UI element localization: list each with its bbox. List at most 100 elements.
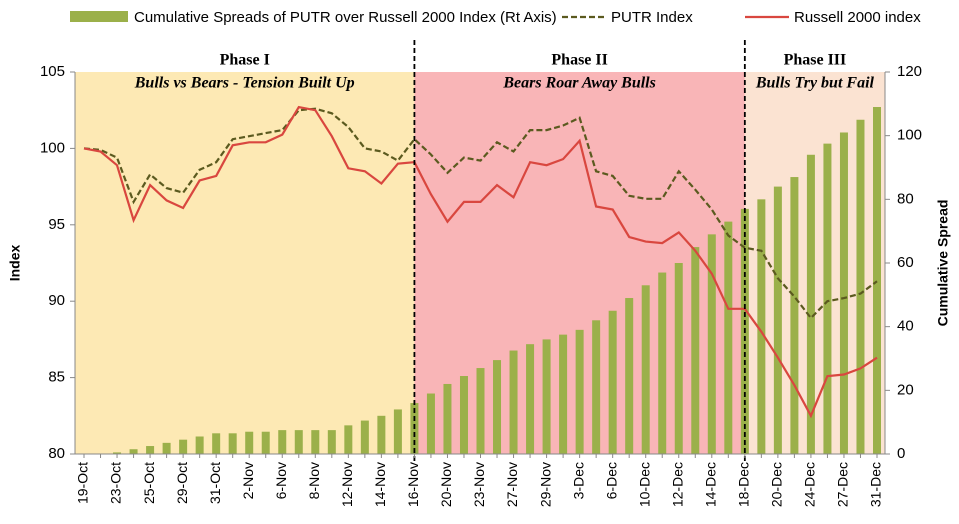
y-tick-label: 80	[48, 445, 65, 462]
bar	[493, 360, 502, 454]
x-tick-label: 23-Nov	[471, 462, 487, 507]
x-tick-label: 12-Dec	[669, 462, 685, 507]
bar	[311, 430, 320, 454]
bar	[476, 368, 485, 454]
phase-title: Phase III	[784, 52, 847, 69]
y2-tick-label: 0	[897, 445, 905, 462]
x-tick-label: 18-Dec	[736, 462, 752, 507]
legend-label: Cumulative Spreads of PUTR over Russell …	[134, 9, 557, 26]
x-tick-label: 6-Nov	[273, 462, 289, 499]
bar	[278, 430, 287, 454]
line-series	[83, 107, 878, 320]
bar	[542, 339, 551, 454]
bar	[426, 393, 435, 454]
bar	[856, 119, 865, 454]
bar	[459, 376, 468, 454]
y2-tick-label: 20	[897, 381, 914, 398]
y2-tick-label: 80	[897, 190, 914, 207]
x-tick-label: 8-Nov	[306, 462, 322, 499]
x-tick-label: 29-Nov	[537, 462, 553, 507]
bar	[179, 439, 188, 454]
y2-tick-label: 40	[897, 318, 914, 335]
x-tick-label: 27-Dec	[835, 462, 851, 507]
bar	[608, 310, 617, 454]
bar	[773, 186, 782, 454]
bar	[327, 430, 336, 454]
bar	[195, 436, 204, 454]
bar	[641, 285, 650, 454]
bar	[707, 234, 716, 454]
bar	[674, 263, 683, 454]
legend-swatch	[70, 11, 128, 22]
bar	[625, 298, 634, 454]
y2-tick-label: 100	[897, 127, 922, 144]
bar	[839, 132, 848, 454]
bar	[873, 107, 881, 455]
bar	[228, 433, 237, 454]
bar	[393, 409, 402, 454]
x-tick-label: 20-Dec	[769, 462, 785, 507]
x-tick-label: 27-Nov	[504, 462, 520, 507]
legend-item: Cumulative Spreads of PUTR over Russell …	[70, 9, 557, 26]
bar	[261, 431, 270, 454]
x-tick-label: 31-Oct	[207, 462, 223, 504]
x-tick-label: 24-Dec	[802, 462, 818, 507]
bar	[724, 221, 733, 454]
bar	[113, 452, 122, 454]
bar	[360, 420, 369, 454]
y-tick-label: 100	[40, 139, 65, 156]
legend-item: PUTR Index	[562, 9, 693, 26]
x-tick-label: 16-Nov	[405, 462, 421, 507]
x-tick-label: 31-Dec	[868, 462, 884, 507]
bar	[162, 442, 171, 454]
bar	[344, 425, 353, 454]
y-tick-label: 90	[48, 292, 65, 309]
phase-subtitle: Bears Roar Away Bulls	[502, 75, 655, 92]
y2-axis-label: Cumulative Spread	[935, 200, 951, 327]
bar	[294, 430, 303, 454]
bar	[757, 199, 766, 454]
y-tick-label: 95	[48, 216, 65, 233]
x-tick-label: 14-Nov	[372, 462, 388, 507]
bar	[212, 433, 221, 454]
bar	[245, 431, 254, 454]
legend-item: Russell 2000 index	[745, 9, 921, 26]
bar	[790, 177, 799, 455]
x-tick-label: 23-Oct	[108, 462, 124, 504]
x-tick-label: 14-Dec	[702, 462, 718, 507]
x-tick-label: 6-Dec	[603, 462, 619, 499]
bar	[691, 247, 700, 454]
bar	[146, 446, 155, 454]
phase-subtitle: Bulls vs Bears - Tension Built Up	[134, 75, 355, 92]
bar	[592, 320, 601, 454]
phase-title: Phase I	[220, 52, 270, 69]
bar	[823, 143, 832, 454]
bar	[806, 154, 815, 454]
y-tick-label: 105	[40, 63, 65, 80]
phase-background	[75, 72, 415, 454]
legend-label: Russell 2000 index	[794, 9, 921, 26]
bar	[509, 350, 518, 454]
x-tick-label: 2-Nov	[240, 462, 256, 499]
x-tick-label: 12-Nov	[339, 462, 355, 507]
phase-subtitle: Bulls Try but Fail	[755, 75, 875, 92]
x-tick-label: 3-Dec	[570, 462, 586, 499]
bar	[559, 334, 568, 454]
y2-tick-label: 120	[897, 63, 922, 80]
y-tick-label: 85	[48, 369, 65, 386]
bar	[575, 329, 584, 454]
phase-title: Phase II	[551, 52, 607, 69]
bar	[377, 415, 386, 454]
x-tick-label: 20-Nov	[438, 462, 454, 507]
legend-label: PUTR Index	[611, 9, 693, 26]
x-tick-label: 19-Oct	[75, 462, 91, 504]
bar	[129, 449, 138, 454]
x-tick-label: 29-Oct	[174, 462, 190, 504]
y2-tick-label: 60	[897, 254, 914, 271]
bar	[658, 272, 667, 454]
bar	[443, 383, 452, 454]
y-axis-label: Index	[7, 245, 23, 282]
bar	[526, 344, 535, 454]
x-tick-label: 10-Dec	[636, 462, 652, 507]
